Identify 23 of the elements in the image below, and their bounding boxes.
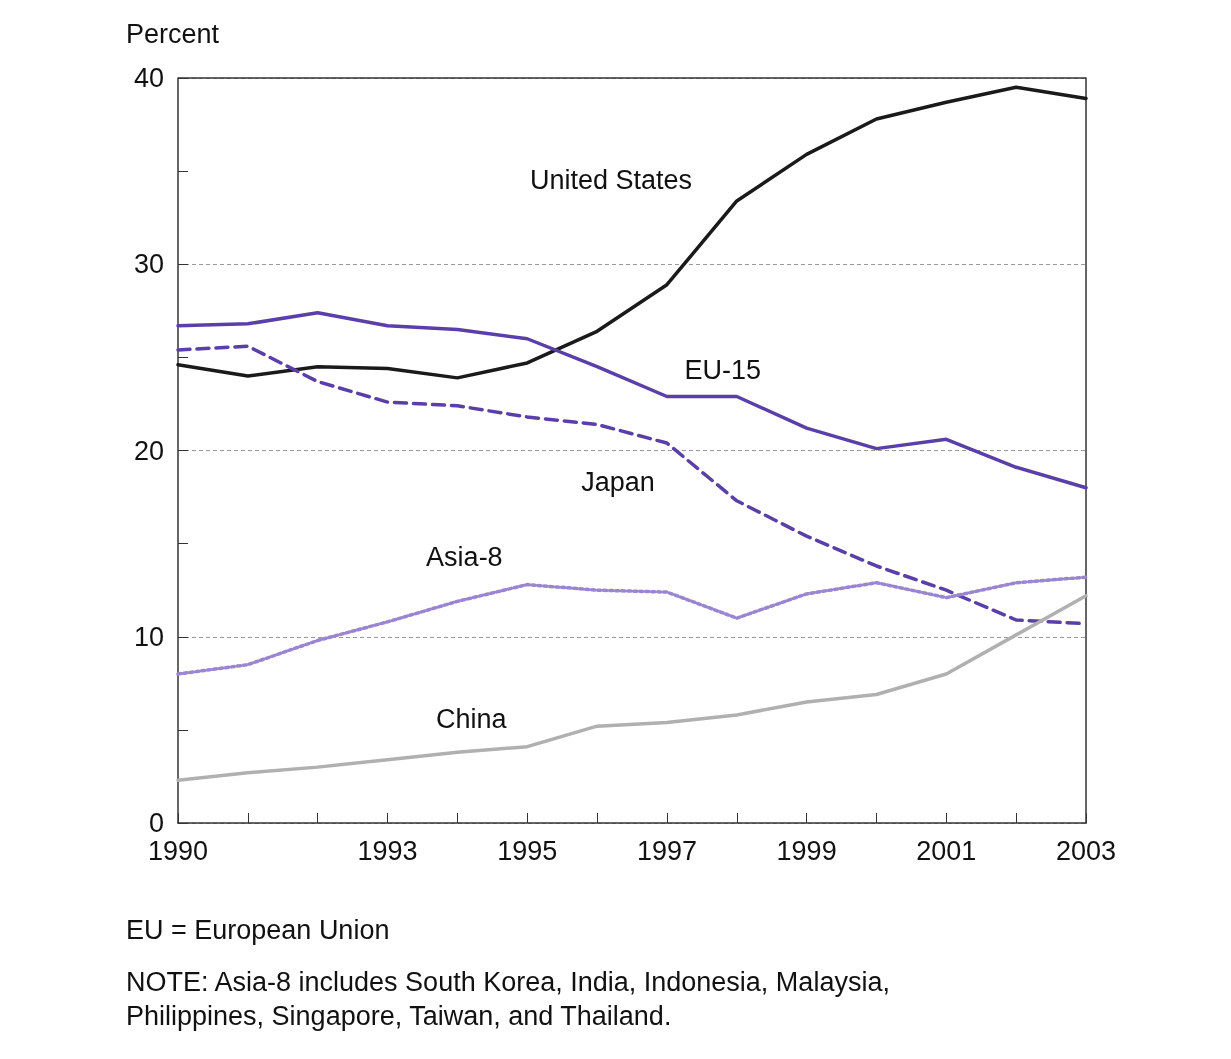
line-series [176,594,1088,782]
y-tick-label: 40 [133,63,164,93]
x-tick-label: 1995 [497,835,558,866]
text: EU = European Union [126,915,390,945]
x-tick-label: 2001 [916,835,977,866]
y-tick-label: 10 [133,621,164,652]
x-tick-label: 1990 [147,835,209,866]
x-tick-label: 2003 [1055,835,1117,866]
x-tick-label: 1999 [776,835,837,866]
line-series [176,575,1088,676]
y-tick-label: 30 [133,249,164,280]
series-label: China [436,703,508,734]
x-tick-label: 1997 [636,835,697,866]
line-series [176,85,1088,380]
series-label: EU-15 [684,355,762,386]
y-tick-label: 20 [133,435,164,466]
text: NOTE: Asia-8 includes South Korea, India, Indonesia, Malaysia, Philippines, Singapore, Taiwan, and Thailand. [126,967,890,1031]
x-tick-label: 1993 [357,835,418,866]
series-label: Japan [581,467,655,498]
y-axis-title: Percent [126,18,220,49]
series-label: Asia-8 [426,541,503,572]
y-tick-label: 0 [148,808,164,838]
series-label: United States [530,165,693,196]
